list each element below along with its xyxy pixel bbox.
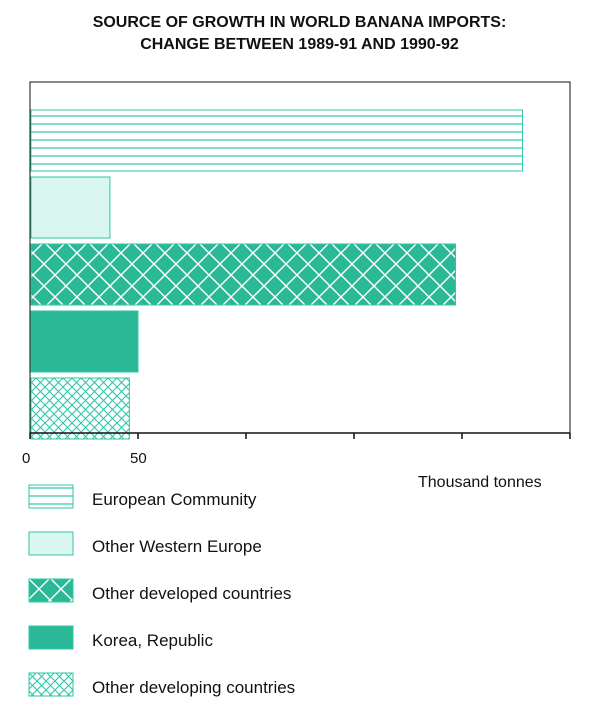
- legend-label: Korea, Republic: [92, 631, 213, 650]
- legend-swatch: [28, 484, 74, 509]
- legend-item: European Community: [28, 484, 428, 514]
- bar-european-community: [30, 109, 523, 172]
- legend-swatch: [28, 672, 74, 697]
- legend-swatch-fill: [28, 625, 74, 650]
- legend-swatch-fill: [28, 484, 74, 509]
- legend-item: Korea, Republic: [28, 625, 428, 655]
- legend-swatch-fill: [28, 531, 74, 556]
- legend-swatch: [28, 578, 74, 603]
- bar-chart: 0 50: [22, 81, 571, 467]
- legend-item: Other Western Europe: [28, 531, 428, 561]
- legend-swatch: [28, 531, 74, 556]
- legend-item: Other developing countries: [28, 672, 428, 702]
- x-axis: 0 50: [22, 432, 571, 467]
- chart-title: SOURCE OF GROWTH IN WORLD BANANA IMPORTS…: [0, 12, 599, 56]
- legend-label: Other Western Europe: [92, 537, 262, 556]
- chart-title-line-1: SOURCE OF GROWTH IN WORLD BANANA IMPORTS…: [92, 14, 507, 31]
- legend-item: Other developed countries: [28, 578, 428, 608]
- legend-swatch-fill: [28, 578, 74, 603]
- legend-label: Other developing countries: [92, 678, 296, 697]
- legend-label: Other developed countries: [92, 584, 292, 603]
- bar-other-western-europe: [30, 176, 111, 239]
- bar-korea-republic: [30, 310, 139, 373]
- bar-other-developed-countries: [30, 243, 457, 306]
- chart-title-line-2: CHANGE BETWEEN 1989-91 AND 1990-92: [140, 36, 459, 53]
- x-tick-label-0: 0: [22, 450, 30, 467]
- legend-label: European Community: [92, 490, 257, 509]
- bar-other-developing-countries: [30, 377, 130, 440]
- x-tick-label-50: 50: [130, 450, 147, 467]
- bars: [30, 109, 523, 440]
- legend-swatch-fill: [28, 672, 74, 697]
- x-axis-unit-label: Thousand tonnes: [418, 474, 542, 491]
- legend-swatch: [28, 625, 74, 650]
